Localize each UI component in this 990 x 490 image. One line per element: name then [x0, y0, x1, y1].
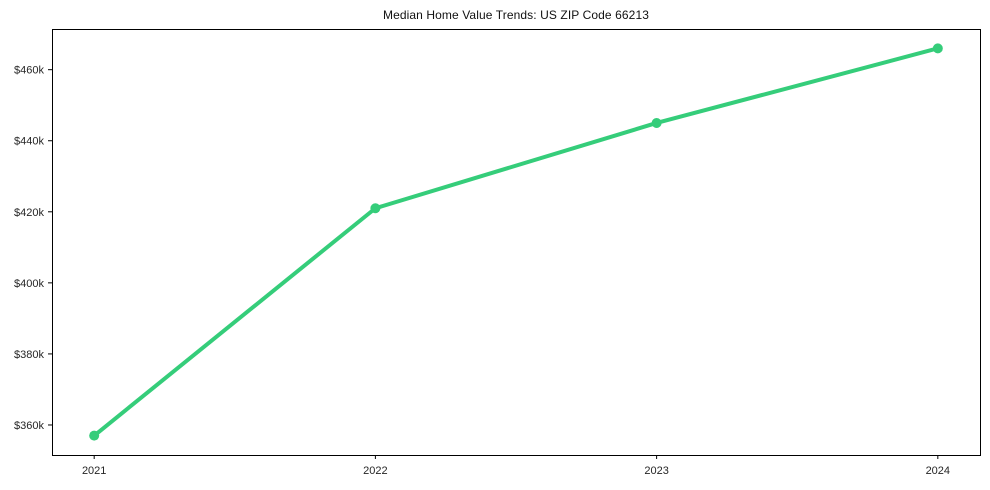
y-tick-label: $460k: [14, 65, 44, 77]
y-tick-label: $400k: [14, 278, 44, 290]
data-point-marker: [651, 117, 662, 128]
y-tick-label: $380k: [14, 349, 44, 361]
plot-border: [52, 29, 981, 456]
x-tick-label: 2021: [82, 465, 106, 477]
x-tick-label: 2022: [363, 465, 387, 477]
x-tick-label: 2024: [926, 465, 950, 477]
data-point-marker: [370, 203, 381, 214]
y-tick-label: $360k: [14, 420, 44, 432]
x-tick-label: 2023: [644, 465, 668, 477]
data-point-marker: [932, 43, 943, 54]
chart-title: Median Home Value Trends: US ZIP Code 66…: [382, 8, 649, 22]
trend-line: [92, 46, 940, 438]
y-tick-label: $420k: [14, 207, 44, 219]
data-point-marker: [89, 430, 100, 441]
y-tick-label: $440k: [14, 136, 44, 148]
